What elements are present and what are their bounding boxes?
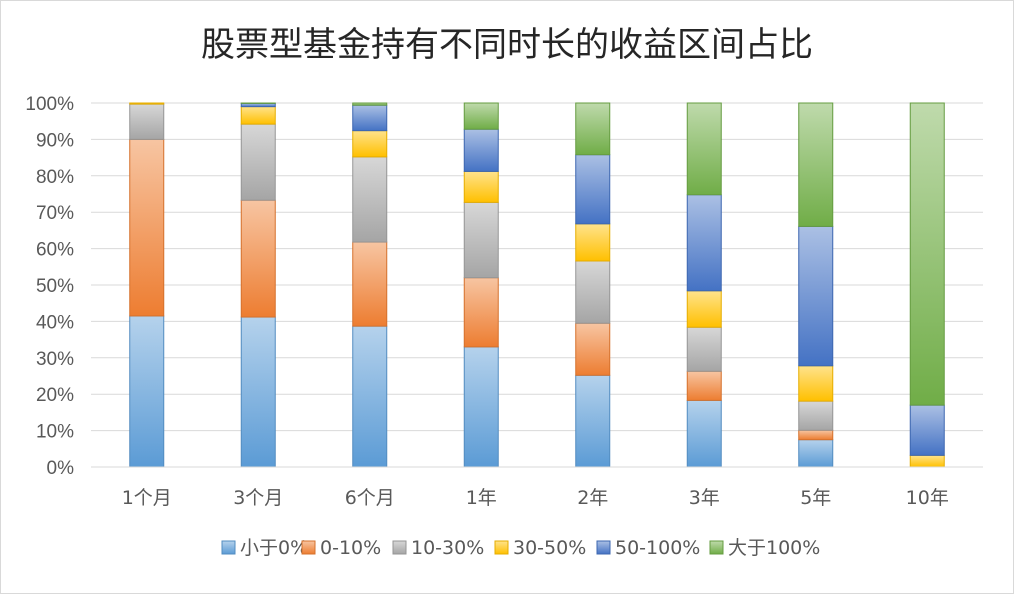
bar-segment [352,325,388,468]
bar-segment [463,201,499,279]
bar-stack [686,102,722,468]
bar-segment [129,103,165,140]
bar-segment [798,102,834,227]
legend-item: 小于0% [221,537,308,559]
gridlines [91,102,983,432]
y-tick-label: 60% [36,240,74,261]
bar-segment [240,123,276,201]
bar-segment [352,102,388,106]
legend-swatch [596,540,611,555]
bar-segment [575,154,611,225]
bar-segment [463,346,499,468]
bar-segment [352,241,388,327]
bar-segment [352,130,388,158]
legend-swatch [392,540,407,555]
bar-stack [352,102,388,468]
y-tick-label: 20% [36,385,74,406]
y-tick-label: 70% [36,203,74,224]
bar-segment [240,106,276,125]
legend-swatch [301,540,316,555]
bar-segment [798,225,834,367]
bar-segment [575,374,611,468]
bars [129,102,945,468]
chart-title: 股票型基金持有不同时长的收益区间占比 [201,25,813,65]
y-tick-label: 80% [36,167,74,188]
bar-stack [909,102,945,468]
bar-stack [129,102,165,468]
bar-segment [686,370,722,401]
bar-segment [240,199,276,318]
bar-stack [575,102,611,468]
x-tick-label: 3个月 [233,487,283,509]
x-tick-label: 1个月 [122,487,172,509]
bar-segment [686,102,722,196]
bar-segment [909,102,945,406]
bar-segment [686,326,722,372]
legend-label: 30-50% [513,537,586,559]
legend-swatch [709,540,724,555]
x-axis: 1个月 3个月 6个月 1年 2年 3年 5年 10年 [91,466,983,509]
bar-segment [686,194,722,292]
x-tick-label: 3年 [689,487,720,509]
legend-label: 大于100% [728,537,820,559]
bar-segment [129,138,165,317]
bar-segment [575,102,611,156]
bar-segment [686,399,722,468]
y-tick-label: 50% [36,276,74,297]
bar-segment [463,170,499,203]
bar-stack [240,102,276,468]
legend-label: 10-30% [411,537,484,559]
legend-item: 50-100% [596,537,700,559]
x-tick-label: 10年 [906,487,949,509]
bar-segment [798,439,834,468]
y-tick-label: 30% [36,349,74,370]
y-tick-label: 10% [36,422,74,443]
x-tick-label: 1年 [466,487,497,509]
legend-swatch [494,540,509,555]
bar-segment [575,260,611,324]
bar-segment [129,102,165,105]
legend-label: 50-100% [615,537,700,559]
y-tick-label: 0% [47,458,75,479]
bar-segment [575,223,611,262]
bar-segment [909,404,945,456]
y-tick-label: 90% [36,130,74,151]
bar-segment [686,290,722,328]
bar-segment [240,316,276,468]
y-tick-label: 40% [36,312,74,333]
bar-segment [463,102,499,130]
bar-segment [798,429,834,441]
legend-item: 10-30% [392,537,484,559]
bar-segment [129,315,165,468]
legend-item: 0-10% [301,537,381,559]
bar-segment [909,454,945,468]
x-tick-label: 2年 [577,487,608,509]
y-axis-ticks: 0% 10% 20% 30% 40% 50% 60% 70% 80% 90% 100% [25,94,74,479]
bar-stack [463,102,499,468]
legend: 小于0% 0-10% 10-30% 30-50% 50-100% 大于100% [221,537,820,559]
bar-segment [463,277,499,348]
bar-segment [463,128,499,172]
x-tick-label: 6个月 [345,487,395,509]
bar-stack [798,102,834,468]
bar-segment [352,104,388,132]
legend-label: 0-10% [320,537,381,559]
y-tick-label: 100% [25,94,74,115]
legend-swatch [221,540,236,555]
legend-item: 30-50% [494,537,586,559]
bar-segment [352,156,388,243]
bar-segment [798,400,834,431]
legend-label: 小于0% [240,537,308,559]
x-tick-label: 5年 [800,487,831,509]
bar-segment [798,365,834,402]
legend-item: 大于100% [709,537,820,559]
bar-segment [575,322,611,376]
